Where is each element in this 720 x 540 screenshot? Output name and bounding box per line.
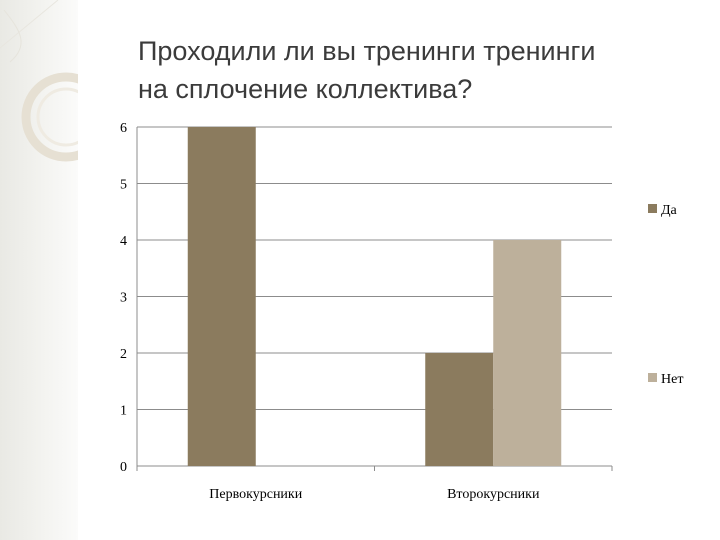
y-tick-label: 6: [120, 121, 127, 136]
y-tick-label: 3: [120, 291, 127, 306]
bar: [425, 353, 494, 466]
slide-title: Проходили ли вы тренинги тренинги на спл…: [138, 32, 698, 108]
legend-label: Нет: [661, 372, 683, 387]
legend-swatch: [648, 204, 657, 213]
decorative-rings: [0, 0, 78, 162]
y-tick-label: 5: [120, 178, 127, 193]
y-tick-label: 4: [120, 234, 127, 249]
y-tick-label: 0: [120, 460, 127, 475]
legend-label: Да: [661, 203, 678, 218]
x-tick-label: Первокурсники: [209, 487, 302, 502]
x-tick-label: Второкурсники: [447, 487, 540, 502]
legend-swatch: [648, 373, 657, 382]
y-tick-label: 1: [120, 404, 127, 419]
bar: [493, 240, 562, 466]
bar: [187, 127, 256, 466]
y-tick-label: 2: [120, 347, 127, 362]
slide-title-line-1: Проходили ли вы тренинги тренинги: [138, 36, 596, 66]
decorative-side-panel: [0, 0, 78, 540]
slide-title-line-2: на сплочение коллектива?: [138, 74, 473, 104]
